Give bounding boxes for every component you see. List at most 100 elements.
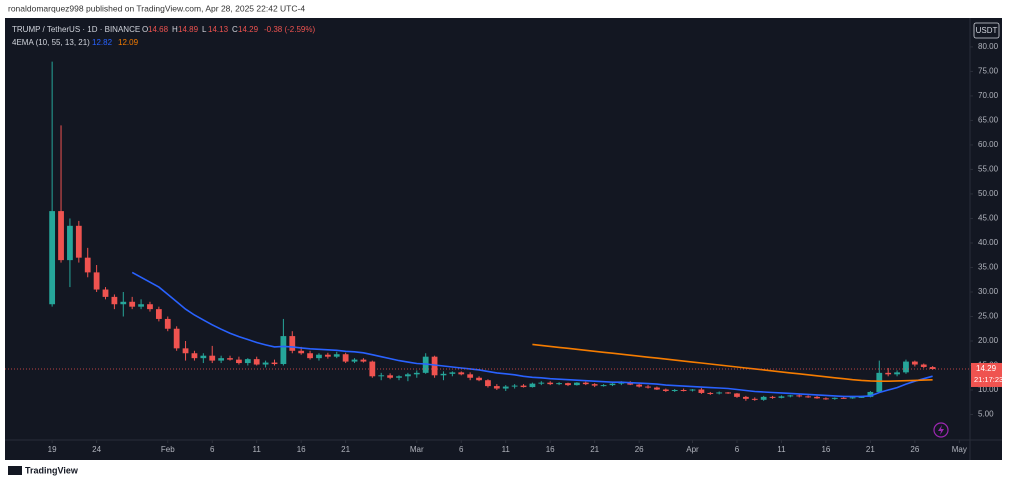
ohlc-value: 14.89: [178, 25, 199, 34]
x-tick-label: 21: [866, 445, 875, 454]
candle-body: [253, 359, 260, 365]
candle-body: [387, 375, 394, 378]
candle-body: [218, 358, 225, 361]
candle-body: [858, 396, 865, 398]
candle-body: [769, 396, 776, 398]
brand-name: TradingView: [25, 465, 79, 475]
ohlc-value: 14.68: [148, 25, 169, 34]
x-tick-label: 26: [910, 445, 919, 454]
x-tick-label: 21: [590, 445, 599, 454]
candle-body: [84, 257, 91, 273]
candle-body: [236, 359, 242, 364]
candle-body: [191, 353, 198, 359]
x-tick-label: 11: [502, 445, 511, 454]
candle-body: [867, 391, 874, 397]
candle-body: [796, 395, 803, 397]
candle-body: [351, 359, 358, 362]
ohlc-key: O: [142, 25, 148, 34]
candle-body: [467, 374, 474, 378]
alert-bolt: [938, 425, 944, 435]
candle-body: [476, 377, 482, 381]
y-tick-label: 30.00: [978, 287, 999, 296]
candle-body: [93, 272, 100, 290]
x-tick-label: 6: [735, 445, 740, 454]
y-tick-label: 25.00: [978, 312, 999, 321]
y-tick-label: 55.00: [978, 165, 999, 174]
price-label-box: [971, 362, 1002, 387]
y-tick-label: 75.00: [978, 67, 999, 76]
candle-body: [449, 372, 456, 374]
candle-body: [155, 309, 162, 319]
y-tick-label: 45.00: [978, 214, 999, 223]
x-tick-label: 6: [459, 445, 464, 454]
candle-body: [831, 397, 838, 399]
candle-body: [440, 373, 447, 376]
x-tick-label: Mar: [410, 445, 424, 454]
candle-body: [591, 384, 598, 386]
brand-logo: [8, 466, 22, 475]
candle-body: [573, 382, 580, 386]
candle-body: [458, 372, 465, 375]
candle-body: [529, 383, 536, 388]
y-tick-label: 5.00: [978, 410, 994, 419]
candle-body: [565, 383, 571, 386]
candle-body: [885, 372, 892, 375]
countdown-label: 21:17:23: [974, 375, 1003, 384]
x-tick-label: 19: [48, 445, 57, 454]
x-tick-label: 16: [821, 445, 830, 454]
ema-line: [131, 271, 933, 398]
alert-icon[interactable]: [933, 422, 949, 438]
candle-body: [173, 328, 180, 349]
ohlc-value: 14.13: [208, 25, 229, 34]
candle-body: [289, 336, 296, 351]
candle-body: [102, 289, 109, 297]
candle-body: [654, 387, 660, 390]
candle-body: [138, 304, 144, 307]
candle-body: [58, 211, 64, 261]
ema-value: 12.09: [118, 38, 139, 47]
candle-body: [760, 396, 767, 400]
candle-body: [556, 383, 562, 385]
y-tick-label: 35.00: [978, 263, 999, 272]
ohlc-key: L: [202, 25, 207, 34]
candle-body: [244, 359, 251, 364]
candle-body: [75, 225, 82, 258]
candle-body: [511, 385, 518, 387]
ohlc-key: C: [232, 25, 238, 34]
candle-body: [164, 318, 171, 329]
ema-value: 12.82: [92, 38, 113, 47]
candle-body: [502, 386, 509, 389]
x-tick-label: 11: [253, 445, 262, 454]
candle-body: [778, 396, 785, 398]
candle-body: [360, 359, 367, 362]
currency-box[interactable]: [973, 22, 1000, 39]
candle-body: [840, 397, 847, 399]
candle-body: [538, 382, 545, 384]
candle-body: [600, 385, 607, 387]
candle-body: [609, 383, 616, 386]
candle-body: [716, 392, 723, 394]
candle-body: [645, 386, 651, 388]
candle-body: [324, 354, 331, 357]
candle-body: [520, 385, 527, 388]
candle-body: [662, 389, 669, 391]
x-tick-label: 16: [297, 445, 306, 454]
candle-body: [316, 354, 322, 359]
published-line: ronaldomarquez998 published on TradingVi…: [8, 3, 305, 13]
candle-body: [485, 380, 491, 387]
candle-body: [547, 382, 554, 385]
y-tick-label: 80.00: [978, 42, 999, 51]
y-tick-label: 40.00: [978, 238, 999, 247]
candle-body: [378, 375, 385, 377]
candle-body: [698, 389, 705, 393]
candle-body: [120, 301, 127, 305]
candle-body: [636, 384, 643, 387]
candle-body: [751, 398, 758, 400]
x-tick-label: 11: [777, 445, 786, 454]
candle-body: [814, 396, 820, 399]
x-tick-label: 21: [341, 445, 350, 454]
candle-body: [200, 355, 207, 359]
candle-body: [333, 354, 340, 357]
x-tick-label: 16: [546, 445, 555, 454]
